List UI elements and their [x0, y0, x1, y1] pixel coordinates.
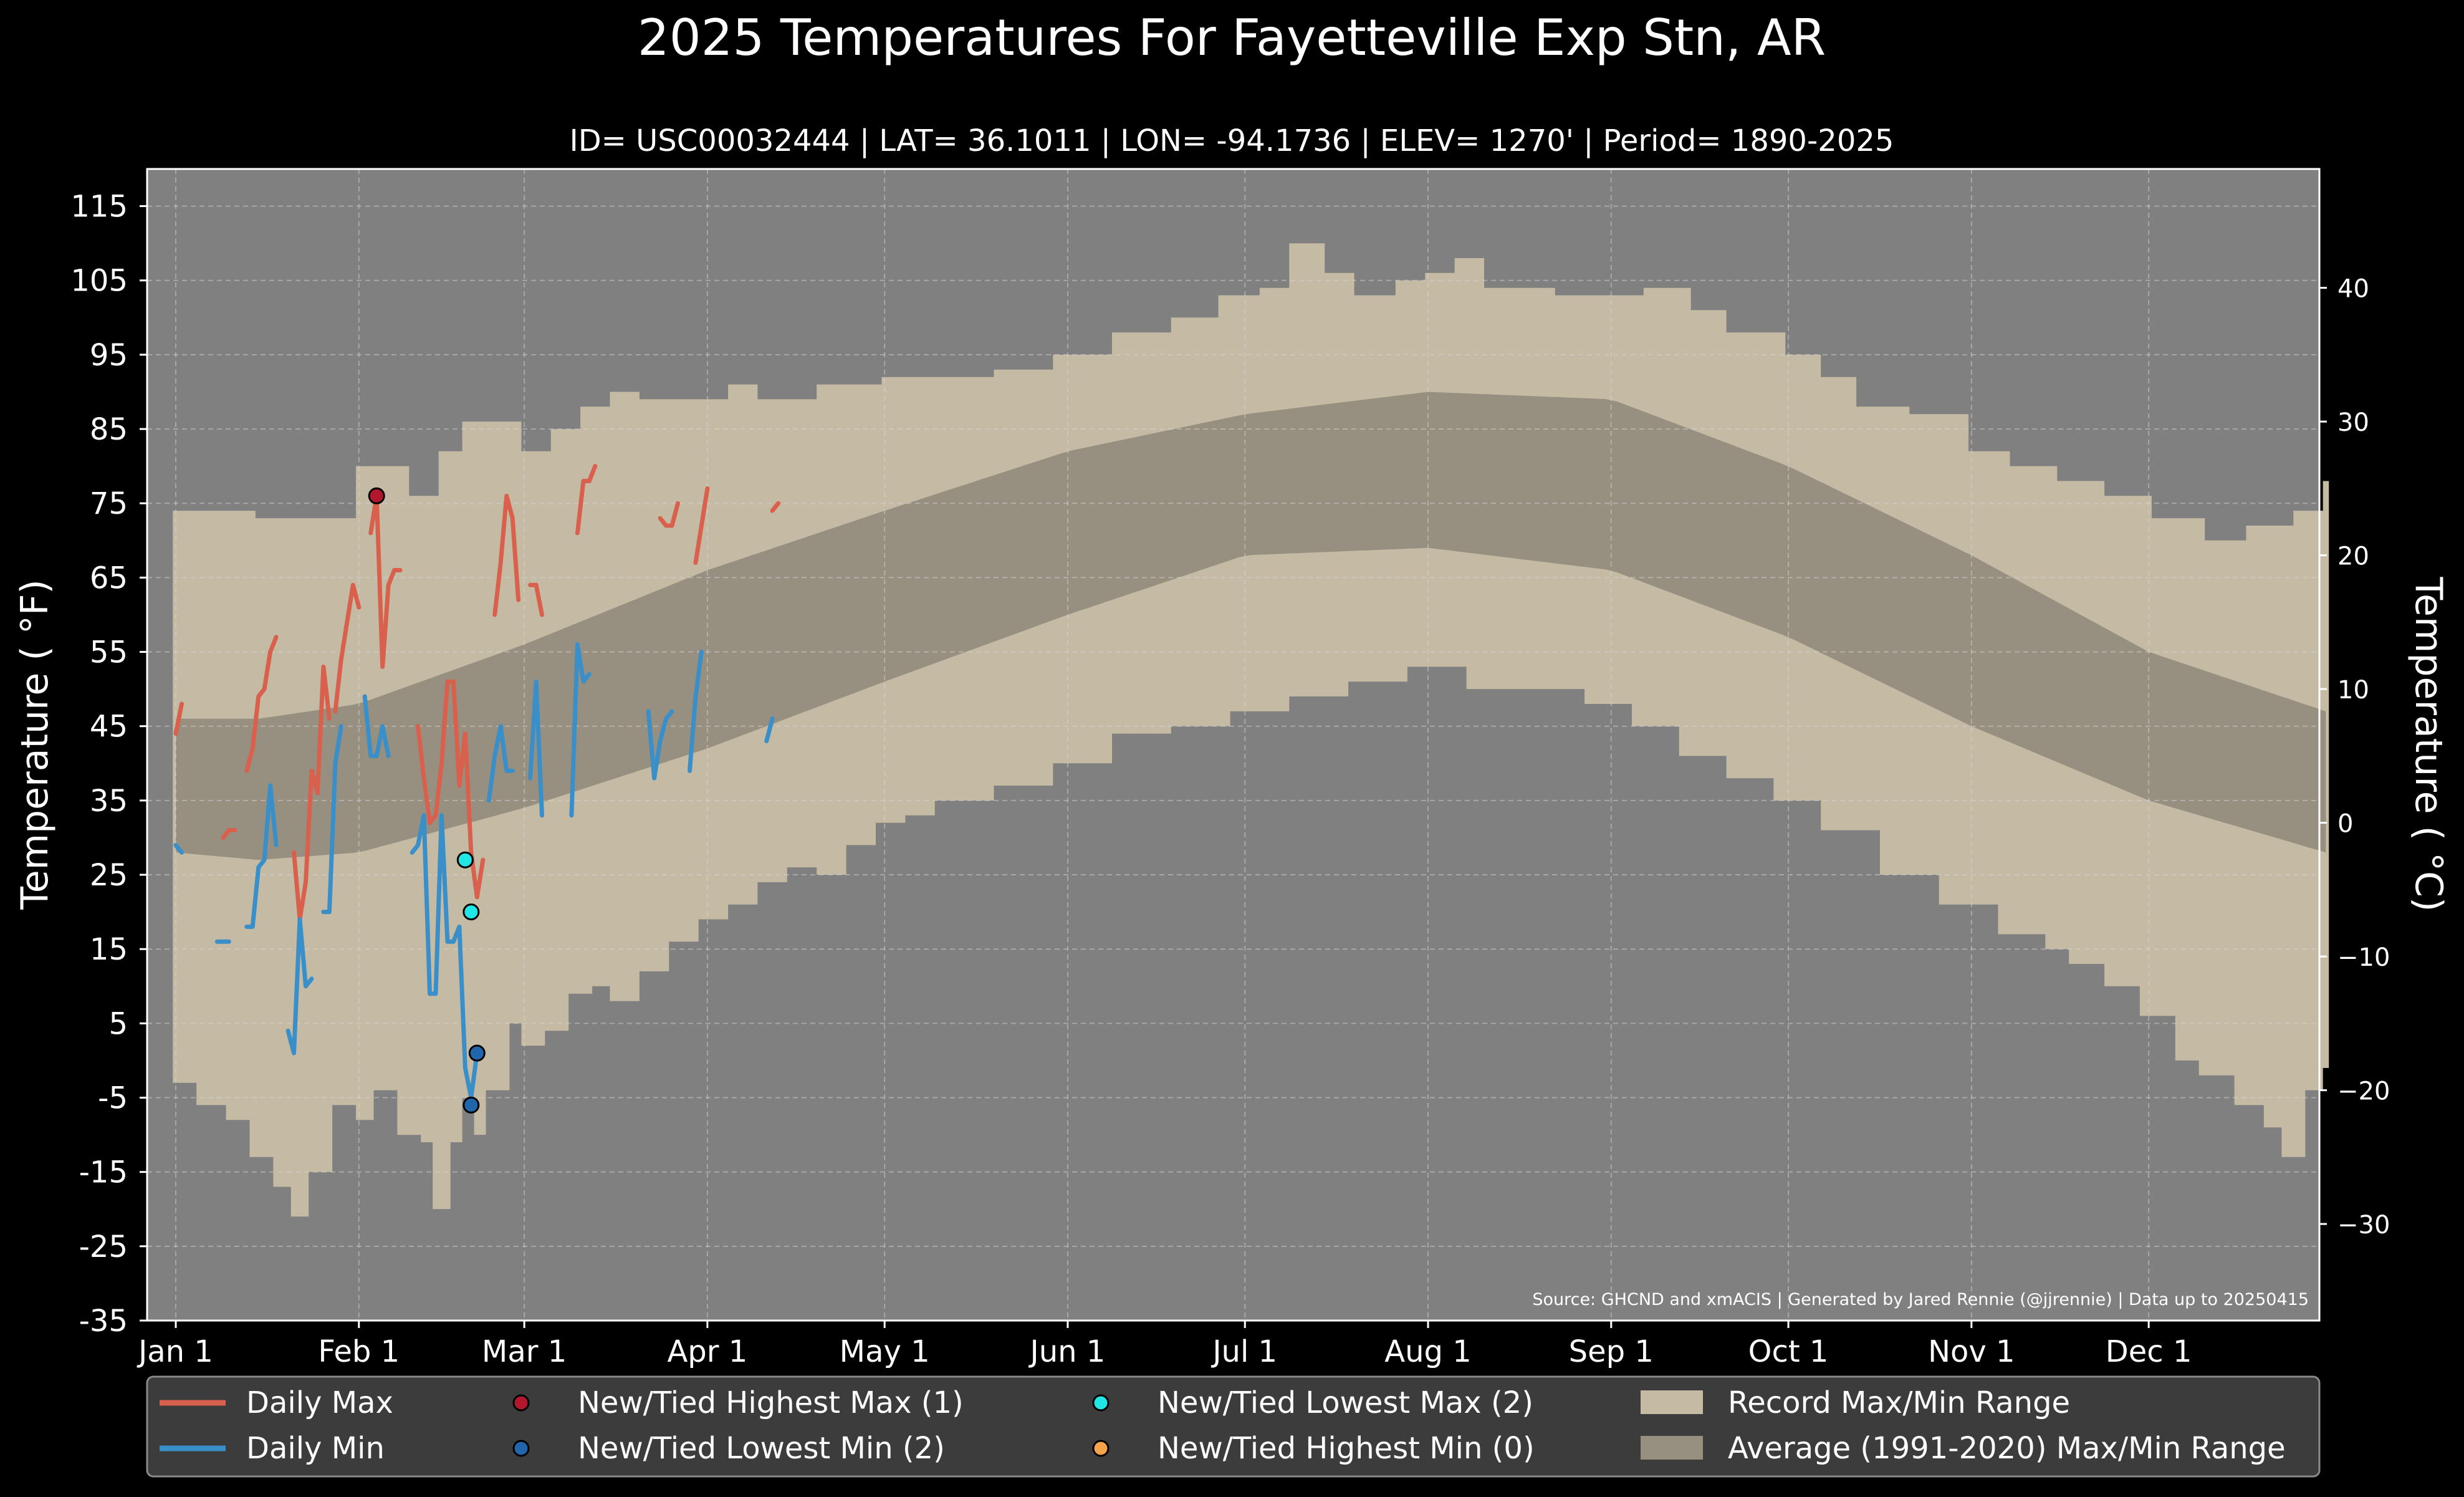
y-tick-label: 95 [90, 338, 128, 373]
x-axis: Jan 1 Feb 1 Mar 1 Apr 1 May 1 Jun 1 Jul 1 Aug 1… [137, 1321, 2192, 1369]
daily-min-line [646, 709, 674, 781]
y-axis-left: -35 -25 -15 -5 5 15 25 35 45 55 65 75 85 95 105 115 [70, 190, 147, 1339]
y2-tick-label: −30 [2337, 1211, 2390, 1239]
legend-box [146, 1375, 2321, 1478]
daily-max-line [492, 493, 521, 617]
new-tied-lowest-min-2-marker [468, 1044, 486, 1062]
legend-highest-max-label: New/Tied Highest Max (1) [578, 1385, 964, 1420]
y-tick-label: -35 [79, 1304, 128, 1339]
x-tick-label: May 1 [840, 1334, 930, 1369]
legend-lowest-min-label: New/Tied Lowest Min (2) [578, 1431, 945, 1466]
y2-tick-label: 30 [2337, 408, 2369, 437]
y-tick-label: 65 [90, 561, 128, 595]
daily-max-line [575, 464, 598, 536]
daily-min-line [362, 694, 391, 758]
daily-max-line [658, 501, 680, 528]
daily-min-line [173, 842, 184, 855]
x-tick-label: Apr 1 [667, 1334, 747, 1369]
daily-min-line [688, 650, 704, 773]
daily-min-line [321, 724, 343, 915]
x-tick-label: Feb 1 [318, 1334, 400, 1369]
new-tied-highest-max-1-marker [368, 487, 385, 504]
y-tick-label: 35 [90, 784, 128, 819]
daily-min-line [285, 917, 314, 1056]
daily-min-line [764, 716, 775, 743]
chart-subtitle: ID= USC00032444 | LAT= 36.1011 | LON= -9… [570, 123, 1894, 158]
normal-range-band [176, 392, 2326, 860]
y2-tick-label: 40 [2337, 275, 2369, 304]
legend-lowest-max-marker [1092, 1394, 1110, 1412]
grid [147, 169, 2319, 1321]
daily-min-line [244, 783, 279, 929]
y-tick-label: -5 [98, 1081, 128, 1116]
legend-highest-min-label: New/Tied Highest Min (0) [1158, 1431, 1535, 1466]
x-tick-label: Oct 1 [1748, 1334, 1829, 1369]
new-tied-lowest-max-2-marker [456, 851, 474, 869]
legend-daily-max-label: Daily Max [246, 1385, 393, 1420]
daily-max-line [221, 828, 237, 840]
y-tick-label: 115 [70, 190, 128, 224]
legend-normal-range-label: Average (1991-2020) Max/Min Range [1728, 1431, 2286, 1466]
y-tick-label: 105 [70, 264, 128, 299]
daily-max-line [770, 501, 781, 513]
y-tick-label: 45 [90, 710, 128, 744]
y-tick-label: -25 [79, 1230, 128, 1264]
x-tick-label: Sep 1 [1569, 1334, 1654, 1369]
new-tied-lowest-max-2-marker [463, 903, 480, 921]
y-tick-label: 85 [90, 412, 128, 447]
legend-lowest-min-marker [512, 1440, 530, 1457]
daily-min-line [528, 679, 544, 818]
y-tick-label: 25 [90, 858, 128, 893]
legend-highest-min-marker [1092, 1440, 1110, 1457]
y2-tick-label: 0 [2337, 810, 2353, 839]
daily-max-line [173, 701, 184, 736]
x-tick-label: Dec 1 [2106, 1334, 2192, 1369]
y-tick-label: 75 [90, 486, 128, 521]
daily-max-line [693, 486, 710, 566]
y2-tick-label: 10 [2337, 676, 2369, 705]
y2-tick-label: −10 [2337, 943, 2390, 972]
daily-min-line [569, 642, 592, 818]
x-tick-label: Aug 1 [1384, 1334, 1472, 1369]
legend-record-range-label: Record Max/Min Range [1728, 1385, 2070, 1420]
normal-range-area [176, 392, 2326, 860]
x-tick-label: Nov 1 [1928, 1334, 2015, 1369]
legend-highest-max-marker [512, 1394, 530, 1412]
y-axis-label-right: Temperature ( °C) [2407, 577, 2450, 912]
x-tick-label: Mar 1 [482, 1334, 567, 1369]
new-tied-lowest-min-2-marker [463, 1096, 480, 1114]
x-tick-label: Jan 1 [137, 1334, 213, 1369]
y-tick-label: 55 [90, 635, 128, 670]
y-tick-label: -15 [79, 1155, 128, 1190]
x-tick-label: Jun 1 [1028, 1334, 1106, 1369]
source-note: Source: GHCND and xmACIS | Generated by … [1532, 1290, 2309, 1309]
y-tick-label: 15 [90, 932, 128, 967]
daily-max-line [244, 635, 279, 773]
y2-tick-label: 20 [2337, 542, 2369, 571]
y-axis-right: −30 −20 −10 0 10 20 30 40 [2319, 275, 2390, 1239]
legend: Daily Max Daily Min New/Tied Highest Max… [146, 1375, 2321, 1478]
daily-max-line [333, 582, 362, 714]
record-markers [368, 487, 486, 1114]
y-axis-label-left: Temperature ( °F) [13, 579, 57, 910]
chart-title: 2025 Temperatures For Fayetteville Exp S… [638, 9, 1826, 67]
y2-tick-label: −20 [2337, 1077, 2390, 1106]
legend-daily-min-label: Daily Min [246, 1431, 385, 1466]
legend-lowest-max-label: New/Tied Lowest Max (2) [1158, 1385, 1533, 1420]
x-tick-label: Jul 1 [1210, 1334, 1277, 1369]
legend-normal-range-swatch [1641, 1436, 1703, 1460]
daily-min-line [410, 813, 479, 1100]
legend-record-range-swatch [1641, 1390, 1703, 1414]
daily-max-line [528, 582, 544, 617]
y-tick-label: 5 [108, 1006, 128, 1041]
daily-min-line [486, 724, 515, 803]
plot-frame [146, 168, 2321, 1322]
